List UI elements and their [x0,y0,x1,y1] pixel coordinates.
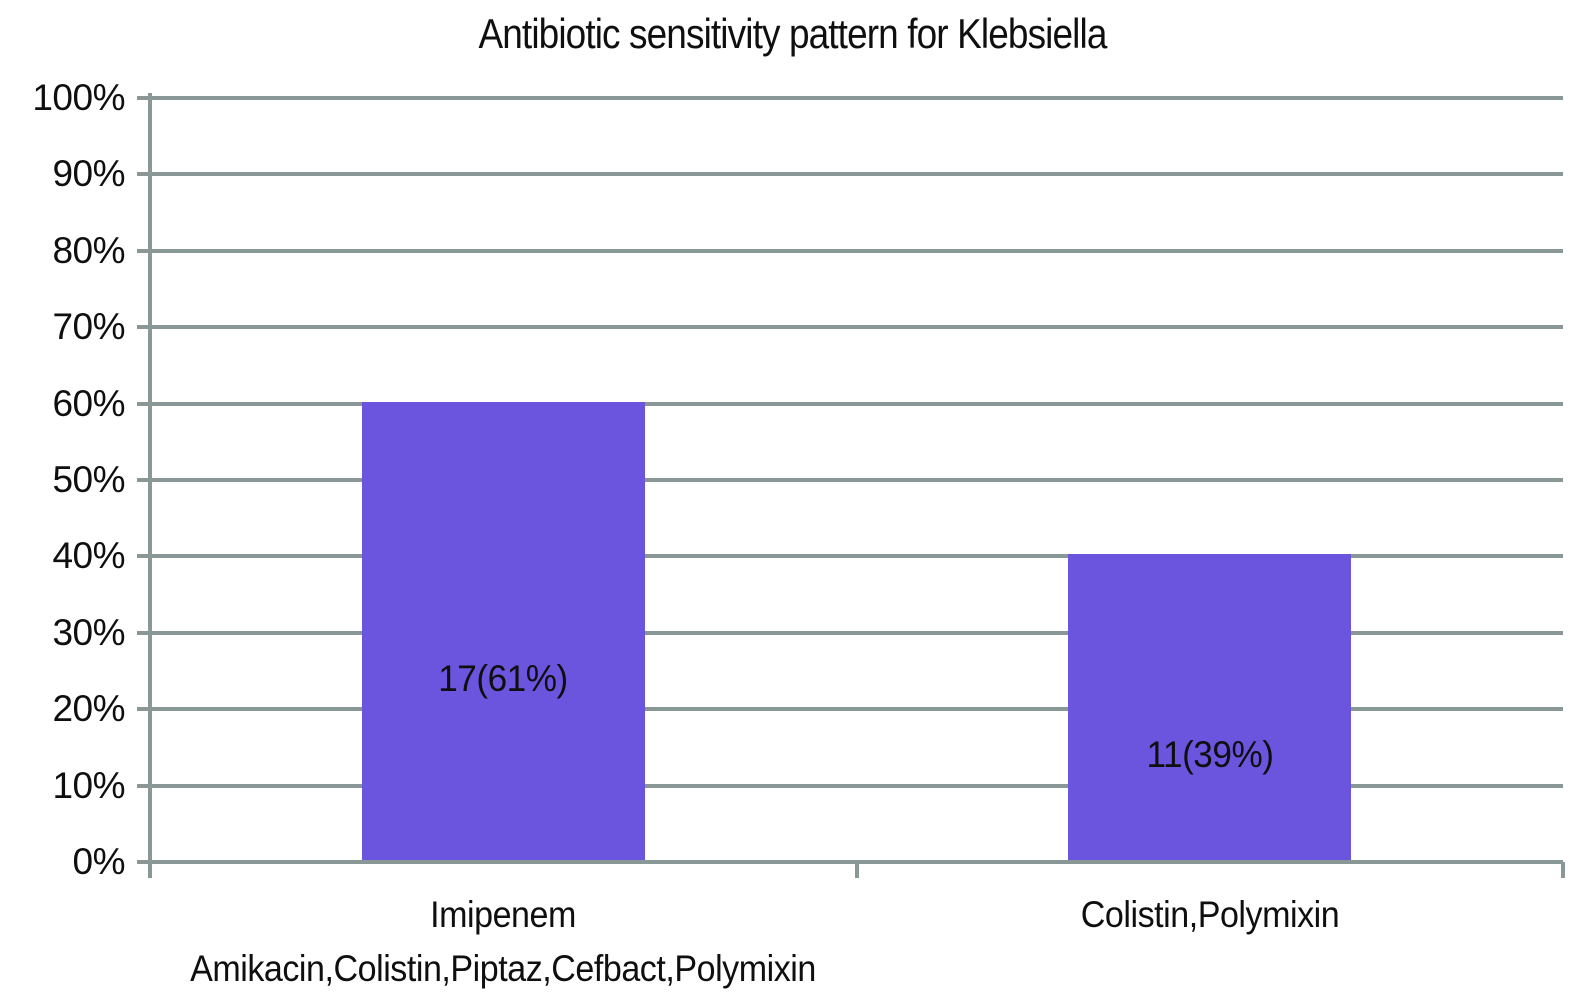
y-tick-label: 30% [52,611,125,653]
x-category-label-line: Amikacin,Colistin,Piptaz,Cefbact,Polymix… [190,948,817,989]
y-tick-label: 50% [52,459,125,500]
y-tick-label: 20% [52,688,125,730]
gridline [150,248,1563,253]
gridline [150,96,1563,100]
y-tick-label: 90% [52,153,125,195]
gridline [150,478,1563,482]
y-tick-label: 0% [72,841,126,882]
y-tick-label: 80% [52,229,125,271]
gridline [150,554,1563,559]
gridline [150,630,1563,635]
x-category-label-line: Colistin,Polymixin [1080,894,1340,935]
bar-data-label: 17(61%) [438,657,569,699]
y-axis-line [148,93,152,878]
x-category-label: Colistin,Polymixin [842,888,1578,942]
bar-data-label: 11(39%) [1146,734,1274,776]
x-axis-tick [1561,862,1565,878]
bar [361,401,645,860]
y-tick-label: 60% [52,382,125,424]
y-tick-label: 40% [52,535,125,577]
y-tick-label: 70% [52,306,125,348]
x-category-label-line: Imipenem [430,894,577,935]
bar [1068,554,1352,860]
x-category-label: Imipenem Amikacin,Colistin,Piptaz,Cefbact… [135,888,871,996]
gridline [150,325,1563,330]
x-axis-tick [854,862,859,878]
gridline [150,783,1563,788]
y-tick-label: 10% [52,764,125,806]
y-tick-label: 100% [32,77,125,118]
gridline [150,707,1563,712]
chart-title: Antibiotic sensitivity pattern for Klebs… [478,10,1107,57]
gridline [150,172,1563,177]
gridline [150,401,1563,406]
